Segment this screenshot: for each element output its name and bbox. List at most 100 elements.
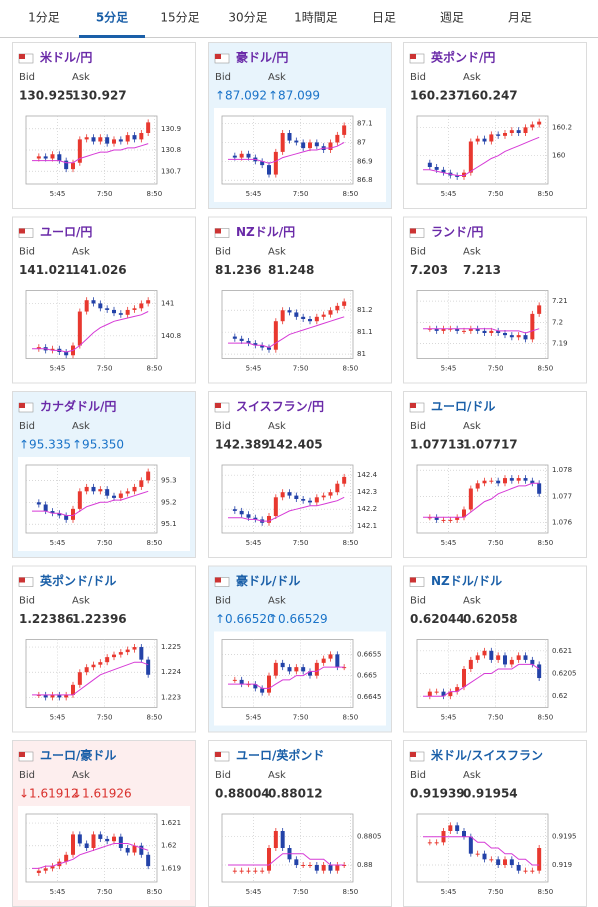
tab[interactable]: 週足 — [440, 11, 464, 25]
chart-area — [409, 806, 581, 900]
chart-area — [214, 631, 386, 726]
rate-panel[interactable]: 豪ドル/円 Bid Ask↑87.092 ↑87.099 86.8 86.9 87 87.1 5… — [208, 42, 392, 209]
chart-area — [409, 631, 581, 726]
chart-area — [214, 457, 386, 551]
candle — [139, 133, 144, 140]
candle — [125, 848, 130, 853]
y-tick-label: 1.078 — [552, 466, 572, 474]
candle — [301, 142, 306, 149]
y-tick-label: 142.3 — [357, 488, 377, 496]
tab[interactable]: 30分足 — [228, 11, 267, 25]
rate-panel[interactable]: ランド/円 Bid Ask 7.203 7.213 7.19 7.2 7.21 5:45 7:50… — [403, 216, 587, 384]
x-tick-label: 5:45 — [50, 365, 66, 373]
plot-frame — [221, 464, 354, 534]
rate-panel[interactable]: ユーロ/豪ドル Bid Ask ↓1.61912↓1.61926 1.619 1.62 1.… — [12, 740, 196, 907]
candle — [280, 133, 285, 152]
pair-title: 豪ドル/円 — [236, 50, 288, 65]
x-tick-label: 8:50 — [343, 888, 359, 896]
pair-title: ランド/円 — [431, 225, 483, 239]
bid-label: Bid — [19, 72, 35, 83]
ask-value: 81.248 — [268, 263, 314, 277]
candle — [105, 308, 110, 310]
candle — [132, 845, 137, 853]
rate-panel[interactable]: カナダドル/円 Bid Ask↑95.335 ↑95.350 95.1 95.2 95.3 5… — [12, 391, 196, 558]
candle — [36, 347, 41, 349]
tab[interactable]: 1時間足 — [294, 11, 338, 25]
candle — [294, 312, 299, 317]
candle — [448, 328, 453, 330]
candle — [246, 153, 251, 158]
candle — [118, 836, 123, 848]
candle — [468, 328, 473, 331]
pair-title: 英ポンド/ドル — [40, 573, 116, 588]
candle — [71, 162, 75, 170]
candle — [132, 135, 137, 140]
ask-label: Ask — [72, 247, 90, 258]
bid-value: 141.021 — [19, 263, 74, 277]
candle — [509, 478, 514, 481]
flag-icon-part — [410, 752, 416, 757]
tab[interactable]: 日足 — [372, 11, 396, 25]
candle — [253, 684, 258, 689]
moving-average — [423, 836, 540, 866]
x-tick-label: 5:45 — [441, 365, 457, 373]
candle — [267, 848, 271, 871]
bid-value: 7.203 — [410, 263, 448, 277]
y-tick-label: 0.6655 — [357, 650, 382, 658]
candle — [118, 493, 123, 498]
plot-frame — [25, 290, 158, 359]
candle — [77, 311, 82, 346]
x-tick-label: 8:50 — [147, 714, 163, 722]
tab[interactable]: 1分足 — [28, 11, 60, 25]
candle — [112, 836, 116, 842]
candle — [475, 483, 480, 489]
candle — [43, 694, 48, 698]
candle — [335, 134, 340, 143]
candle — [468, 659, 473, 669]
candle — [125, 309, 130, 315]
bid-value: 130.925 — [19, 89, 74, 103]
tab[interactable]: 5分足 — [96, 10, 128, 25]
candle — [280, 831, 285, 848]
candle — [57, 694, 62, 698]
candle — [496, 480, 501, 484]
y-tick-label: 81 — [357, 350, 366, 358]
ask-label: Ask — [268, 72, 286, 83]
y-tick-label: 130.9 — [161, 125, 181, 133]
ask-label: Ask — [72, 770, 90, 781]
candle — [462, 172, 466, 177]
candle — [84, 843, 89, 848]
y-tick-label: 7.21 — [552, 297, 568, 305]
moving-average — [228, 853, 345, 866]
candle — [253, 870, 258, 872]
candle — [509, 130, 514, 133]
ask-value: 0.88012 — [268, 787, 323, 801]
candle — [112, 654, 116, 658]
x-tick-label: 8:50 — [147, 190, 163, 198]
tab[interactable]: 15分足 — [160, 11, 199, 25]
rate-panel[interactable]: 豪ドル/ドル Bid Ask ↑0.66520↑0.66529 0.6645 0.665 0… — [208, 565, 392, 733]
pair-title: 米ドル/スイスフラン — [431, 748, 543, 763]
candle — [468, 836, 473, 854]
candle — [105, 489, 110, 496]
bid-value: ↑87.092 — [215, 89, 267, 103]
candle — [125, 135, 130, 142]
y-tick-label: 81.2 — [357, 306, 373, 314]
candle — [314, 497, 319, 503]
candle — [64, 352, 69, 356]
candle — [91, 834, 96, 848]
candle — [132, 486, 137, 492]
x-tick-label: 7:50 — [97, 365, 113, 373]
candle — [232, 509, 237, 511]
rate-panel[interactable]: NZドル/円 Bid Ask 81.236 81.248 81 81.1 81.2 5:45 7:… — [208, 216, 392, 384]
tab[interactable]: 月足 — [508, 11, 532, 25]
